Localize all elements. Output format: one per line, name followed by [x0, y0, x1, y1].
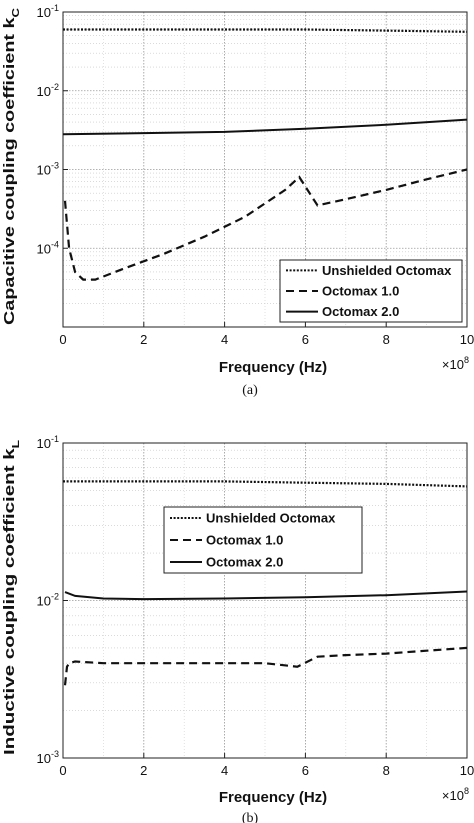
series-line-2 — [64, 590, 467, 601]
x-multiplier: ×108 — [442, 355, 469, 372]
legend: Unshielded Octomax Octomax 1.0 Octomax 2.0 — [279, 259, 463, 323]
legend-entry: Unshielded Octomax — [206, 511, 336, 526]
series-line-0 — [63, 28, 467, 33]
grid — [62, 11, 468, 328]
y-axis-label: Inductive coupling coefficient kL — [1, 440, 22, 755]
y-tick-label: 10-1 — [37, 3, 59, 20]
x-tick-label: 8 — [383, 332, 390, 347]
y-tick-label: 10-3 — [37, 749, 59, 766]
legend-entry: Octomax 1.0 — [322, 284, 399, 299]
legend-entry: Unshielded Octomax — [322, 263, 452, 278]
y-tick-label: 10-2 — [37, 592, 59, 609]
y-tick-label: 10-3 — [37, 161, 59, 178]
series-line-2 — [63, 118, 467, 136]
x-tick-label: 8 — [383, 763, 390, 778]
y-axis-label: Capacitive coupling coefficient kC — [1, 8, 22, 325]
x-tick-label: 6 — [302, 332, 309, 347]
x-tick-label: 10 — [460, 332, 474, 347]
x-tick-label: 0 — [59, 763, 66, 778]
x-axis-label: Frequency (Hz) — [219, 359, 327, 376]
x-tick-label: 10 — [460, 763, 474, 778]
legend: Unshielded Octomax Octomax 1.0 Octomax 2.0 — [163, 506, 363, 574]
x-tick-label: 6 — [302, 763, 309, 778]
y-tick-label: 10-4 — [37, 239, 59, 256]
x-tick-label: 4 — [221, 763, 228, 778]
chart-a: 0 2 4 6 8 10 10-1 10-2 10-3 10-4 ×108 Frequency (Hz… — [1, 3, 474, 398]
x-tick-label: 4 — [221, 332, 228, 347]
x-multiplier: ×108 — [442, 786, 469, 803]
x-axis-label: Frequency (Hz) — [219, 789, 327, 806]
chart-b: 0 2 4 6 8 10 10-1 10-2 10-3 ×108 Frequency (Hz) Ind… — [1, 434, 474, 823]
figure-caption: (b) — [242, 811, 259, 823]
x-tick-label: 2 — [140, 763, 147, 778]
series-line-0 — [63, 480, 467, 488]
x-tick-label: 2 — [140, 332, 147, 347]
series-line-1 — [63, 168, 467, 281]
legend-entry: Octomax 2.0 — [322, 304, 399, 319]
x-tick-label: 0 — [59, 332, 66, 347]
y-tick-label: 10-1 — [37, 434, 59, 451]
grid — [62, 442, 468, 759]
legend-entry: Octomax 1.0 — [206, 533, 283, 548]
legend-entry: Octomax 2.0 — [206, 555, 283, 570]
figure-caption: (a) — [242, 383, 258, 398]
series-line-1 — [63, 646, 467, 686]
y-tick-label: 10-2 — [37, 82, 59, 99]
